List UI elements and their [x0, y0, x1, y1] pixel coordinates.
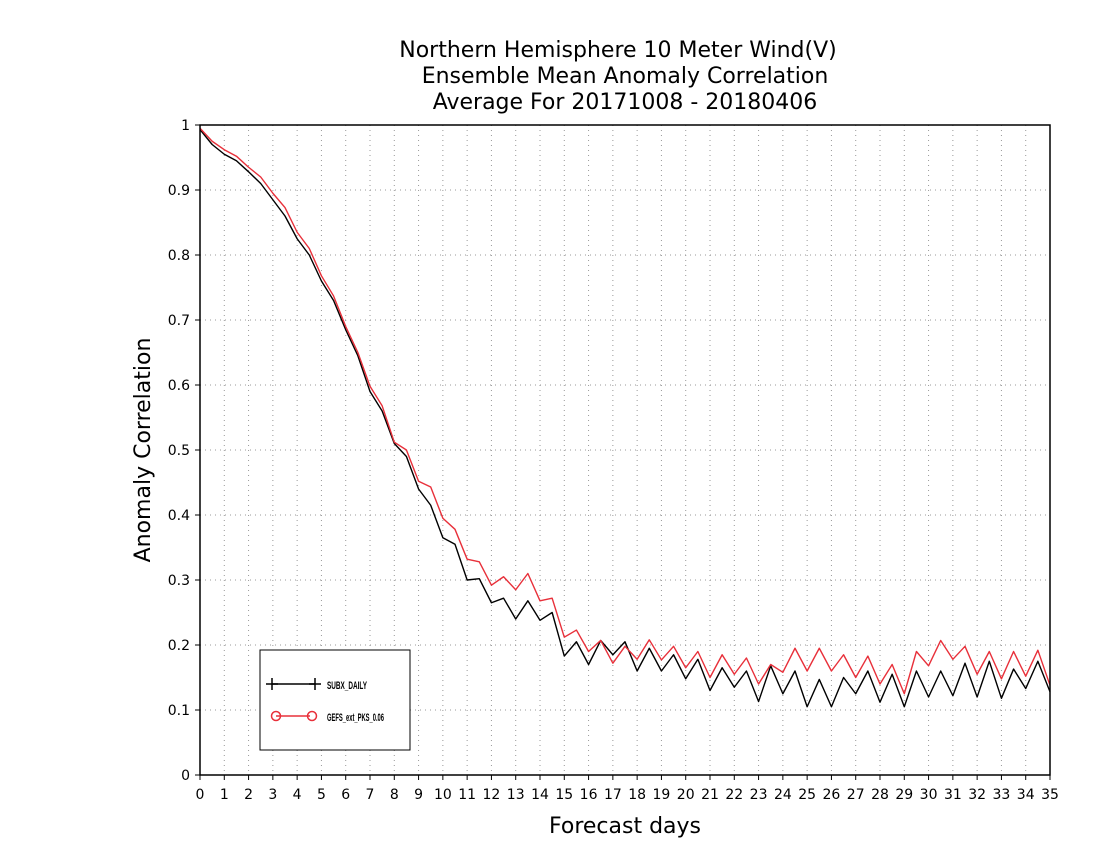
- x-tick-label: 27: [847, 787, 865, 803]
- series-line-gefs-ext: [199, 127, 1051, 695]
- x-tick-label: 6: [341, 787, 350, 803]
- x-tick-label: 26: [823, 787, 841, 803]
- grid: [200, 125, 1050, 775]
- x-tick-label: 13: [507, 787, 525, 803]
- y-tick-label: 0.4: [168, 508, 190, 524]
- y-tick-label: 0: [181, 768, 190, 784]
- x-tick-label: 5: [317, 787, 326, 803]
- x-tick-label: 30: [920, 787, 938, 803]
- x-tick-label: 18: [628, 787, 646, 803]
- x-tick-label: 32: [968, 787, 986, 803]
- x-tick-label: 15: [555, 787, 573, 803]
- x-tick-label: 17: [604, 787, 622, 803]
- x-tick-label: 16: [580, 787, 598, 803]
- y-tick-label: 0.3: [168, 573, 190, 589]
- legend-item-subx: SUBX_DAILY: [266, 678, 367, 692]
- chart-title-line-1: Northern Hemisphere 10 Meter Wind(V): [399, 38, 837, 63]
- x-tick-label: 28: [871, 787, 889, 803]
- x-tick-label: 7: [366, 787, 375, 803]
- legend-plus-marker-icon: [266, 678, 321, 690]
- x-tick-label: 12: [483, 787, 501, 803]
- x-tick-label: 11: [458, 787, 476, 803]
- x-tick-label: 20: [677, 787, 695, 803]
- x-tick-label: 3: [268, 787, 277, 803]
- x-tick-label: 21: [701, 787, 719, 803]
- x-tick-label: 1: [220, 787, 229, 803]
- legend-circle-marker-icon: [306, 710, 318, 722]
- x-tick-label: 4: [293, 787, 302, 803]
- chart-title-line-3: Average For 20171008 - 20180406: [433, 90, 818, 115]
- x-tick-label: 34: [1017, 787, 1035, 803]
- x-axis-label: Forecast days: [549, 814, 701, 839]
- x-tick-label: 19: [653, 787, 671, 803]
- y-axis-label: Anomaly Correlation: [131, 338, 156, 563]
- x-tick-label: 35: [1041, 787, 1059, 803]
- legend-label-subx: SUBX_DAILY: [327, 680, 367, 692]
- x-tick-label: 10: [434, 787, 452, 803]
- y-tick-label: 0.6: [168, 378, 190, 394]
- x-tick-label: 2: [244, 787, 253, 803]
- series-layer: [199, 127, 1051, 708]
- x-tick-label: 23: [750, 787, 768, 803]
- chart-title-line-2: Ensemble Mean Anomaly Correlation: [422, 64, 829, 89]
- series-line-subx-daily: [199, 129, 1051, 708]
- x-tick-label: 25: [798, 787, 816, 803]
- legend-item-gefs: GEFS_ext_PKS_0.06: [270, 710, 384, 724]
- x-tick-label: 22: [725, 787, 743, 803]
- chart-title: Northern Hemisphere 10 Meter Wind(V) Ens…: [399, 38, 837, 115]
- y-tick-label: 0.9: [168, 183, 190, 199]
- legend-circle-marker-icon: [270, 710, 282, 722]
- y-tick-label: 0.8: [168, 248, 190, 264]
- y-tick-label: 1: [181, 118, 190, 134]
- x-tick-label: 14: [531, 787, 549, 803]
- x-tick-label: 31: [944, 787, 962, 803]
- x-tick-label: 8: [390, 787, 399, 803]
- x-tick-label: 0: [196, 787, 205, 803]
- x-tick-label: 9: [414, 787, 423, 803]
- legend-label-gefs: GEFS_ext_PKS_0.06: [327, 712, 384, 724]
- x-tick-label: 24: [774, 787, 792, 803]
- y-tick-label: 0.2: [168, 638, 190, 654]
- y-tick-label: 0.5: [168, 443, 190, 459]
- y-tick-label: 0.1: [168, 703, 190, 719]
- x-tick-label: 29: [895, 787, 913, 803]
- legend-box: [259, 649, 411, 751]
- axis-ticks: 0 1 2 3 4 5 6 7 8 9 10 11 12 13 14 15 16 17 18 19 20 21 22 23 24…: [168, 118, 1059, 803]
- y-tick-label: 0.7: [168, 313, 190, 329]
- legend: SUBX_DAILY GEFS_ext_PKS_0.06: [259, 649, 411, 751]
- x-tick-label: 33: [993, 787, 1011, 803]
